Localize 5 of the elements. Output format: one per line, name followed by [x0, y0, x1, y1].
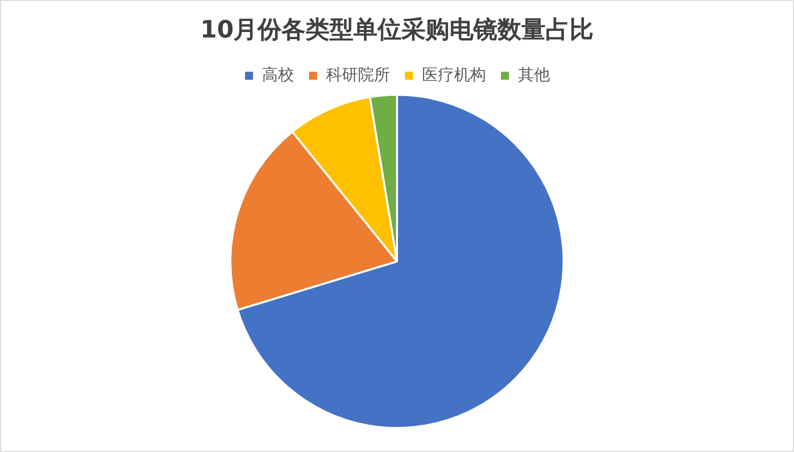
- chart-title: 10月份各类型单位采购电镜数量占比: [200, 16, 594, 44]
- legend-label: 高校: [262, 64, 294, 84]
- legend-label: 其他: [518, 64, 550, 84]
- legend-label: 科研院所: [326, 64, 390, 84]
- legend-label: 医疗机构: [422, 64, 486, 84]
